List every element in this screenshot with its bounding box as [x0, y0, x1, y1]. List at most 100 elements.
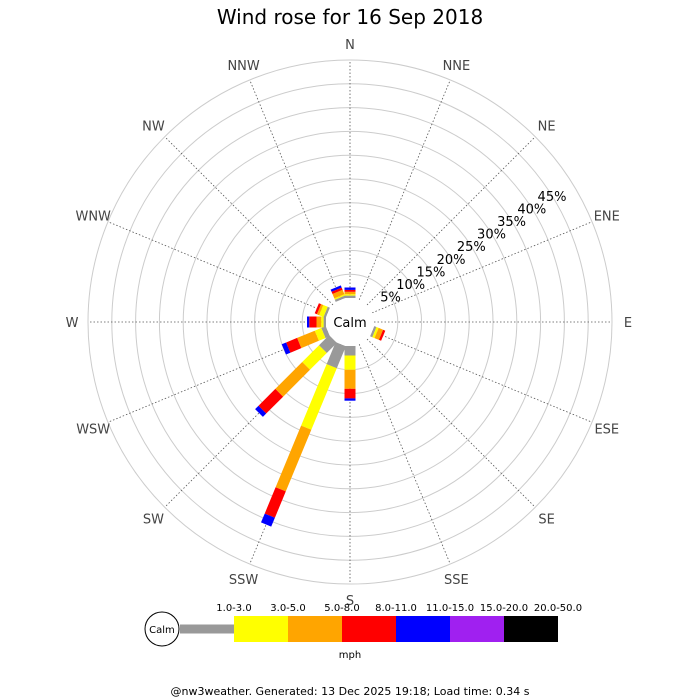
bar-wsw-5.0-8.0	[297, 330, 319, 349]
legend-label-11.0-15.0: 11.0-15.0	[426, 603, 474, 614]
bar-w-8.0-11.0	[309, 316, 317, 328]
direction-labels: N NNE NE ENE E ESE SE SSE S SSW SW WSW W WNW NW NNW	[66, 38, 633, 609]
bar-wsw-1.0-3.0	[321, 326, 330, 339]
bar-sw-1.0-3.0	[319, 335, 337, 353]
direction-label-s: S	[346, 594, 354, 609]
legend-calm-label: Calm	[149, 625, 175, 636]
bar-sw-3.0-5.0	[302, 345, 327, 370]
bar-wsw-11.0-15.0	[281, 342, 291, 355]
radial-tick-40: 40%	[517, 202, 546, 217]
legend-label-15.0-20.0: 15.0-20.0	[480, 603, 528, 614]
direction-label-wnw: WNW	[75, 210, 111, 225]
spoke-ese	[372, 330, 593, 423]
spoke-nw	[164, 136, 334, 306]
spoke-ne	[366, 136, 536, 306]
direction-label-nw: NW	[142, 119, 165, 134]
bar-nnw-3.0-5.0	[334, 294, 345, 300]
spoke-se	[366, 338, 536, 508]
direction-label-n: N	[345, 38, 355, 53]
radial-tick-labels: 5%10%15%20%25%30%35%40%45%	[380, 190, 566, 306]
wind-bars	[255, 285, 386, 527]
bar-ssw-3.0-5.0	[301, 364, 337, 430]
bar-s-5.0-8.0	[344, 369, 356, 389]
bar-wnw-5.0-8.0	[316, 304, 324, 316]
direction-label-ssw: SSW	[229, 573, 259, 588]
bar-w-5.0-8.0	[316, 316, 322, 328]
bar-ssw-5.0-8.0	[275, 425, 312, 492]
bar-sw-5.0-8.0	[275, 362, 310, 397]
radial-tick-10: 10%	[396, 278, 425, 293]
direction-label-e: E	[624, 316, 632, 331]
legend-swatch-5.0-8.0	[288, 616, 342, 642]
legend-swatch-20.0-50.0	[504, 616, 558, 642]
bar-n-11.0-15.0	[344, 287, 356, 290]
legend-calm-circle	[144, 611, 180, 647]
radial-tick-15: 15%	[416, 265, 445, 280]
legend-label-20.0-50.0: 20.0-50.0	[534, 603, 582, 614]
direction-label-w: W	[66, 316, 79, 331]
bar-n-1.0-3.0	[344, 295, 356, 298]
spoke-nnw	[249, 79, 342, 300]
radial-tick-5: 5%	[380, 291, 401, 306]
legend-label-8.0-11.0: 8.0-11.0	[375, 603, 417, 614]
bar-ese-8.0-11.0	[378, 329, 386, 341]
bar-nnw-11.0-15.0	[330, 285, 342, 292]
bar-wsw-3.0-5.0	[314, 327, 326, 341]
bar-ssw-8.0-11.0	[264, 487, 286, 518]
unit-label: mph	[339, 650, 361, 661]
chart-title: Wind rose for 16 Sep 2018	[217, 5, 483, 29]
polar-grid	[87, 59, 613, 585]
spoke-nne	[358, 79, 451, 300]
bar-sw-8.0-11.0	[258, 388, 284, 414]
bar-n-8.0-11.0	[344, 289, 356, 292]
legend-swatch-11.0-15.0	[396, 616, 450, 642]
bar-s-8.0-11.0	[344, 388, 356, 399]
direction-label-ne: NE	[538, 119, 556, 134]
bar-sw-11.0-15.0	[255, 405, 267, 417]
direction-label-se: SE	[538, 513, 554, 528]
spoke-wnw	[107, 221, 328, 314]
bar-s-3.0-5.0	[344, 355, 356, 370]
direction-label-nnw: NNW	[227, 59, 259, 74]
direction-label-wsw: WSW	[76, 422, 110, 437]
radial-tick-20: 20%	[437, 253, 466, 268]
direction-label-sse: SSE	[444, 573, 469, 588]
bar-nnw-8.0-11.0	[331, 287, 343, 294]
direction-label-ene: ENE	[594, 210, 620, 225]
calm-label: Calm	[333, 316, 366, 331]
legend-label-1.0-3.0: 1.0-3.0	[216, 603, 251, 614]
bar-wnw-3.0-5.0	[319, 305, 328, 317]
bar-nnw-1.0-3.0	[334, 295, 346, 302]
grid-circle-35	[158, 130, 542, 514]
spoke-sse	[358, 344, 451, 565]
bar-ese-3.0-5.0	[372, 327, 379, 339]
spoke-ene	[372, 221, 593, 314]
grid-circle-outer	[87, 59, 613, 585]
legend-swatch-1.0-3.0	[180, 624, 234, 634]
legend-swatch-8.0-11.0	[342, 616, 396, 642]
direction-label-ese: ESE	[594, 422, 619, 437]
bar-wnw-1.0-3.0	[323, 306, 330, 318]
grid-circle-30	[182, 154, 518, 490]
bar-nnw-5.0-8.0	[332, 289, 345, 299]
legend-swatch-3.0-5.0	[234, 616, 288, 642]
radial-tick-45: 45%	[538, 190, 567, 205]
direction-label-sw: SW	[143, 513, 164, 528]
radial-tick-30: 30%	[477, 228, 506, 243]
radial-tick-35: 35%	[497, 215, 526, 230]
legend-swatch-15.0-20.0	[450, 616, 504, 642]
bar-s-1.0-3.0	[344, 346, 356, 356]
bar-s-11.0-15.0	[344, 398, 356, 401]
legend-label-5.0-8.0: 5.0-8.0	[324, 603, 359, 614]
bar-wnw-8.0-11.0	[314, 303, 322, 315]
calm-center: Calm	[326, 298, 374, 346]
bar-n-5.0-8.0	[344, 291, 356, 295]
bar-ssw-11.0-15.0	[261, 513, 275, 527]
legend-label-3.0-5.0: 3.0-5.0	[270, 603, 305, 614]
bar-ese-5.0-8.0	[374, 327, 384, 340]
bar-w-1.0-3.0	[323, 316, 326, 328]
footer-text: @nw3weather. Generated: 13 Dec 2025 19:1…	[171, 685, 530, 698]
bar-ssw-1.0-3.0	[326, 342, 346, 369]
bar-ese-1.0-3.0	[370, 326, 377, 338]
